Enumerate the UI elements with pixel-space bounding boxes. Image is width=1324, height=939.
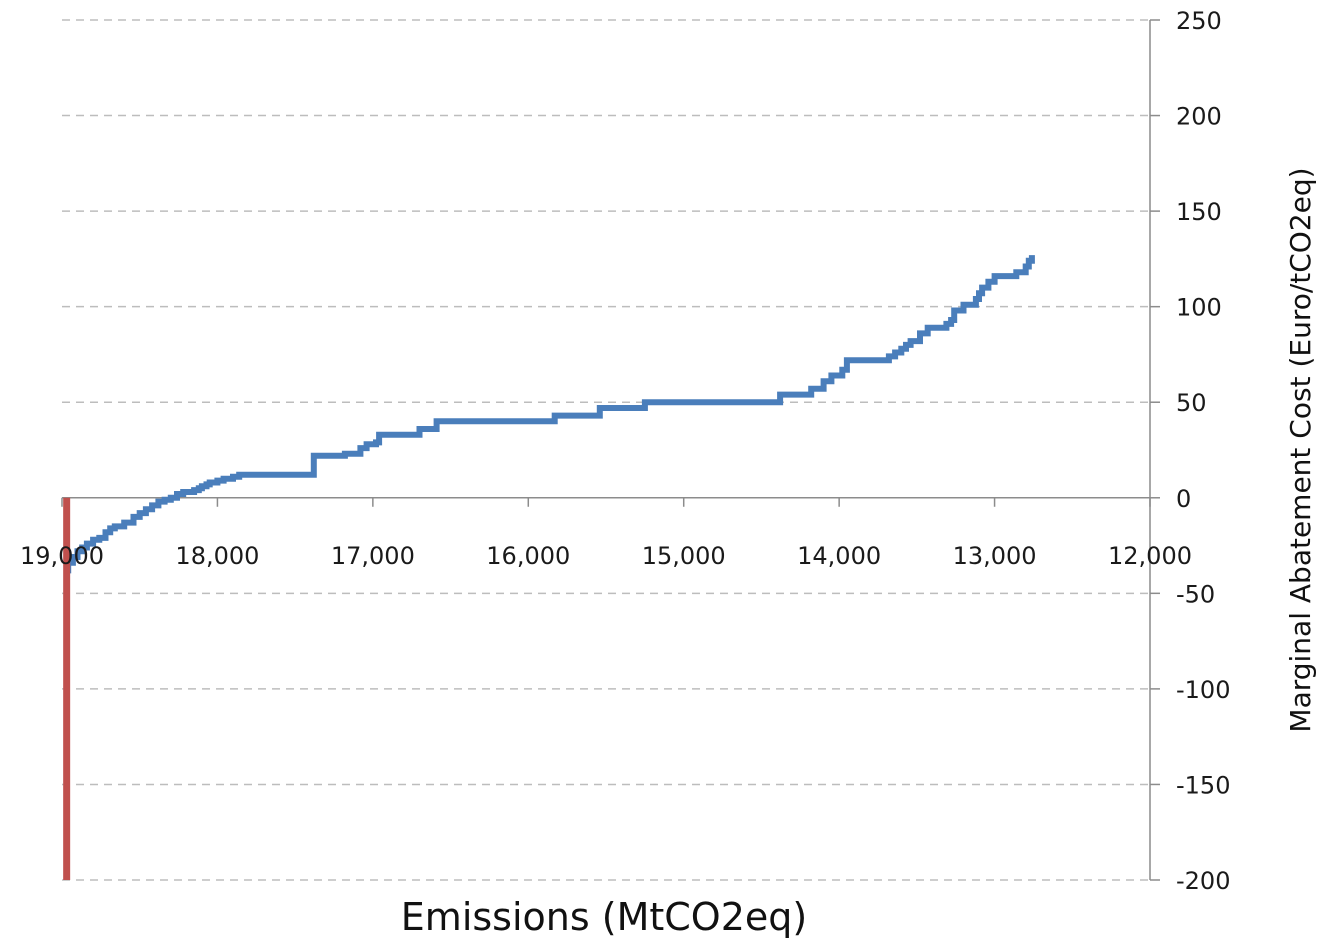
y-tick-label: 0 (1176, 485, 1191, 513)
x-tick-label: 19,000 (20, 542, 104, 570)
y-tick-label: 50 (1176, 389, 1207, 417)
x-axis-title: Emissions (MtCO2eq) (401, 895, 807, 939)
y-tick-label: -100 (1176, 676, 1230, 704)
y-tick-label: -150 (1176, 771, 1230, 799)
axes (61, 19, 1160, 881)
gridlines (62, 19, 1150, 881)
x-tick-label: 13,000 (953, 542, 1037, 570)
x-tick-label: 14,000 (797, 542, 881, 570)
y-tick-label: 250 (1176, 7, 1222, 35)
mac-step-line (63, 255, 1035, 574)
y-tick-label: 100 (1176, 294, 1222, 322)
y-tick-label: -200 (1176, 867, 1230, 895)
x-tick-label: 18,000 (175, 542, 259, 570)
y-tick-label: -50 (1176, 580, 1215, 608)
x-tick-label: 17,000 (331, 542, 415, 570)
x-tick-label: 12,000 (1108, 542, 1192, 570)
x-tick-label: 15,000 (642, 542, 726, 570)
y-tick-label: 200 (1176, 103, 1222, 131)
x-tick-label: 16,000 (486, 542, 570, 570)
series (63, 255, 1035, 880)
y-axis-title: Marginal Abatement Cost (Euro/tCO2eq) (1284, 167, 1317, 732)
y-tick-label: 150 (1176, 198, 1222, 226)
x-tick-labels: 19,000 18,000 17,000 16,000 15,000 14,000 13,0… (20, 542, 1192, 570)
y-tick-labels: -200 -150 -100 -50 0 50 100 150 200 250 (1176, 7, 1230, 895)
